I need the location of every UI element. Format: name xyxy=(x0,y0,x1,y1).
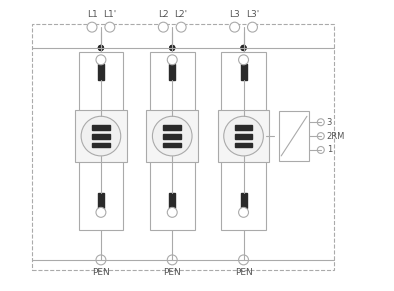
Text: L1: L1 xyxy=(87,10,97,19)
Circle shape xyxy=(96,255,106,265)
Bar xyxy=(235,125,253,130)
Text: 3: 3 xyxy=(327,118,332,127)
Bar xyxy=(92,125,110,130)
Circle shape xyxy=(241,45,246,50)
Circle shape xyxy=(317,146,324,153)
Bar xyxy=(32,24,334,270)
Bar xyxy=(98,193,104,208)
Circle shape xyxy=(317,119,324,126)
Bar xyxy=(164,125,181,130)
Bar xyxy=(169,193,175,208)
Bar xyxy=(98,64,104,80)
Bar xyxy=(218,110,269,162)
Circle shape xyxy=(167,55,177,65)
Circle shape xyxy=(230,22,240,32)
Bar xyxy=(221,52,266,230)
Bar xyxy=(241,193,247,208)
Bar xyxy=(92,134,110,139)
Bar xyxy=(79,52,123,230)
Circle shape xyxy=(176,22,186,32)
Circle shape xyxy=(96,55,106,65)
Circle shape xyxy=(317,133,324,140)
Text: L3: L3 xyxy=(229,10,240,19)
Bar xyxy=(235,143,253,148)
Circle shape xyxy=(224,116,263,156)
Circle shape xyxy=(239,55,249,65)
Text: L2': L2' xyxy=(175,10,188,19)
Bar xyxy=(235,134,253,139)
Circle shape xyxy=(241,45,246,50)
Text: 2RM: 2RM xyxy=(327,132,345,141)
Text: PEN: PEN xyxy=(92,268,110,277)
Bar xyxy=(150,52,195,230)
Circle shape xyxy=(167,255,177,265)
Text: PEN: PEN xyxy=(235,268,253,277)
Circle shape xyxy=(81,116,121,156)
Circle shape xyxy=(96,207,106,217)
Circle shape xyxy=(87,22,97,32)
Circle shape xyxy=(170,45,175,50)
Text: 1: 1 xyxy=(327,146,332,155)
Circle shape xyxy=(152,116,192,156)
Circle shape xyxy=(239,207,249,217)
Circle shape xyxy=(247,22,257,32)
Bar xyxy=(147,110,198,162)
Bar xyxy=(164,143,181,148)
Circle shape xyxy=(98,45,103,50)
Bar xyxy=(164,134,181,139)
Circle shape xyxy=(170,45,175,50)
Text: L3': L3' xyxy=(246,10,259,19)
Bar xyxy=(169,64,175,80)
Bar xyxy=(241,64,247,80)
Text: L1': L1' xyxy=(103,10,117,19)
Text: PEN: PEN xyxy=(164,268,181,277)
Circle shape xyxy=(105,22,115,32)
Bar xyxy=(75,110,127,162)
Circle shape xyxy=(158,22,168,32)
Circle shape xyxy=(98,45,103,50)
Bar xyxy=(279,111,309,161)
Bar xyxy=(92,143,110,148)
Circle shape xyxy=(239,255,249,265)
Circle shape xyxy=(167,207,177,217)
Text: L2: L2 xyxy=(158,10,169,19)
